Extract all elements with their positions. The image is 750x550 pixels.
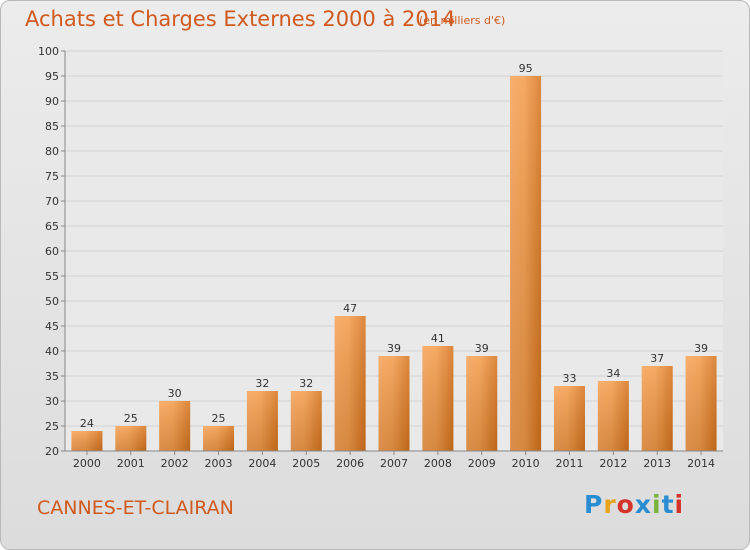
bar-shade-2011	[553, 386, 585, 451]
y-tick-label: 75	[45, 170, 59, 183]
bar-shade-2000	[71, 431, 103, 451]
bar-shade-2003	[203, 426, 235, 451]
bar-shade-2013	[641, 366, 673, 451]
logo-letter: P	[584, 490, 604, 519]
data-label-2013: 37	[650, 352, 664, 365]
bar-shade-2001	[115, 426, 147, 451]
y-tick-label: 70	[45, 195, 59, 208]
x-tick-label-2007: 2007	[380, 457, 408, 470]
data-label-2000: 24	[80, 417, 94, 430]
logo-letter: t	[661, 490, 675, 519]
bar-shade-2004	[246, 391, 278, 451]
bar-shade-2005	[290, 391, 322, 451]
data-label-2003: 25	[212, 412, 226, 425]
bars-layer: 24 25 30 25 32 32 47 39 41 39 95 33 34 37 39	[71, 62, 717, 451]
y-tick-label: 50	[45, 295, 59, 308]
bar-shade-2010	[510, 76, 542, 451]
bar-shade-2012	[597, 381, 629, 451]
data-label-2011: 33	[562, 372, 576, 385]
x-tick-label-2013: 2013	[643, 457, 671, 470]
data-label-2014: 39	[694, 342, 708, 355]
logo-letter: i	[652, 490, 662, 519]
x-tick-label-2002: 2002	[161, 457, 189, 470]
bar-shade-2008	[422, 346, 454, 451]
data-label-2001: 25	[124, 412, 138, 425]
chart-subtitle: (en milliers d'€)	[419, 14, 506, 27]
logo-letter: x	[634, 490, 652, 519]
y-tick-label: 65	[45, 220, 59, 233]
data-label-2008: 41	[431, 332, 445, 345]
y-tick-label: 40	[45, 345, 59, 358]
x-tick-label-2014: 2014	[687, 457, 715, 470]
y-tick-label: 90	[45, 95, 59, 108]
x-tick-label-2005: 2005	[292, 457, 320, 470]
data-label-2012: 34	[606, 367, 620, 380]
y-tick-label: 25	[45, 420, 59, 433]
y-tick-label: 60	[45, 245, 59, 258]
proxiti-logo[interactable]: Proxiti	[584, 490, 684, 519]
x-tick-label-2004: 2004	[248, 457, 276, 470]
x-tick-label-2012: 2012	[599, 457, 627, 470]
x-tick-label-2011: 2011	[555, 457, 583, 470]
x-tick-label-2008: 2008	[424, 457, 452, 470]
logo-letter: r	[603, 490, 617, 519]
x-tick-label-2009: 2009	[468, 457, 496, 470]
y-tick-label: 85	[45, 120, 59, 133]
bar-shade-2007	[378, 356, 410, 451]
data-label-2009: 39	[475, 342, 489, 355]
bar-shade-2009	[466, 356, 498, 451]
data-label-2005: 32	[299, 377, 313, 390]
x-tick-label-2003: 2003	[205, 457, 233, 470]
y-tick-label: 30	[45, 395, 59, 408]
bar-shade-2006	[334, 316, 366, 451]
y-tick-label: 95	[45, 70, 59, 83]
y-tick-label: 100	[38, 45, 59, 58]
logo-letter: i	[674, 490, 685, 519]
x-tick-label-2006: 2006	[336, 457, 364, 470]
axis-layer: 20 25 30 35 40 45 50 55 60 65 70 75 80 85 90 95 100 2000 2…	[38, 45, 723, 470]
y-tick-label: 45	[45, 320, 59, 333]
data-label-2007: 39	[387, 342, 401, 355]
chart-title: Achats et Charges Externes 2000 à 2014	[25, 7, 456, 31]
x-tick-label-2000: 2000	[73, 457, 101, 470]
data-label-2006: 47	[343, 302, 357, 315]
x-tick-label-2001: 2001	[117, 457, 145, 470]
y-tick-label: 20	[45, 445, 59, 458]
bar-shade-2014	[685, 356, 717, 451]
bar-shade-2002	[159, 401, 191, 451]
commune-name: CANNES-ET-CLAIRAN	[37, 497, 234, 519]
data-label-2004: 32	[255, 377, 269, 390]
x-tick-label-2010: 2010	[512, 457, 540, 470]
y-tick-label: 80	[45, 145, 59, 158]
data-label-2002: 30	[168, 387, 182, 400]
y-tick-label: 35	[45, 370, 59, 383]
y-tick-label: 55	[45, 270, 59, 283]
logo-letter: o	[616, 490, 635, 519]
data-label-2010: 95	[519, 62, 533, 75]
